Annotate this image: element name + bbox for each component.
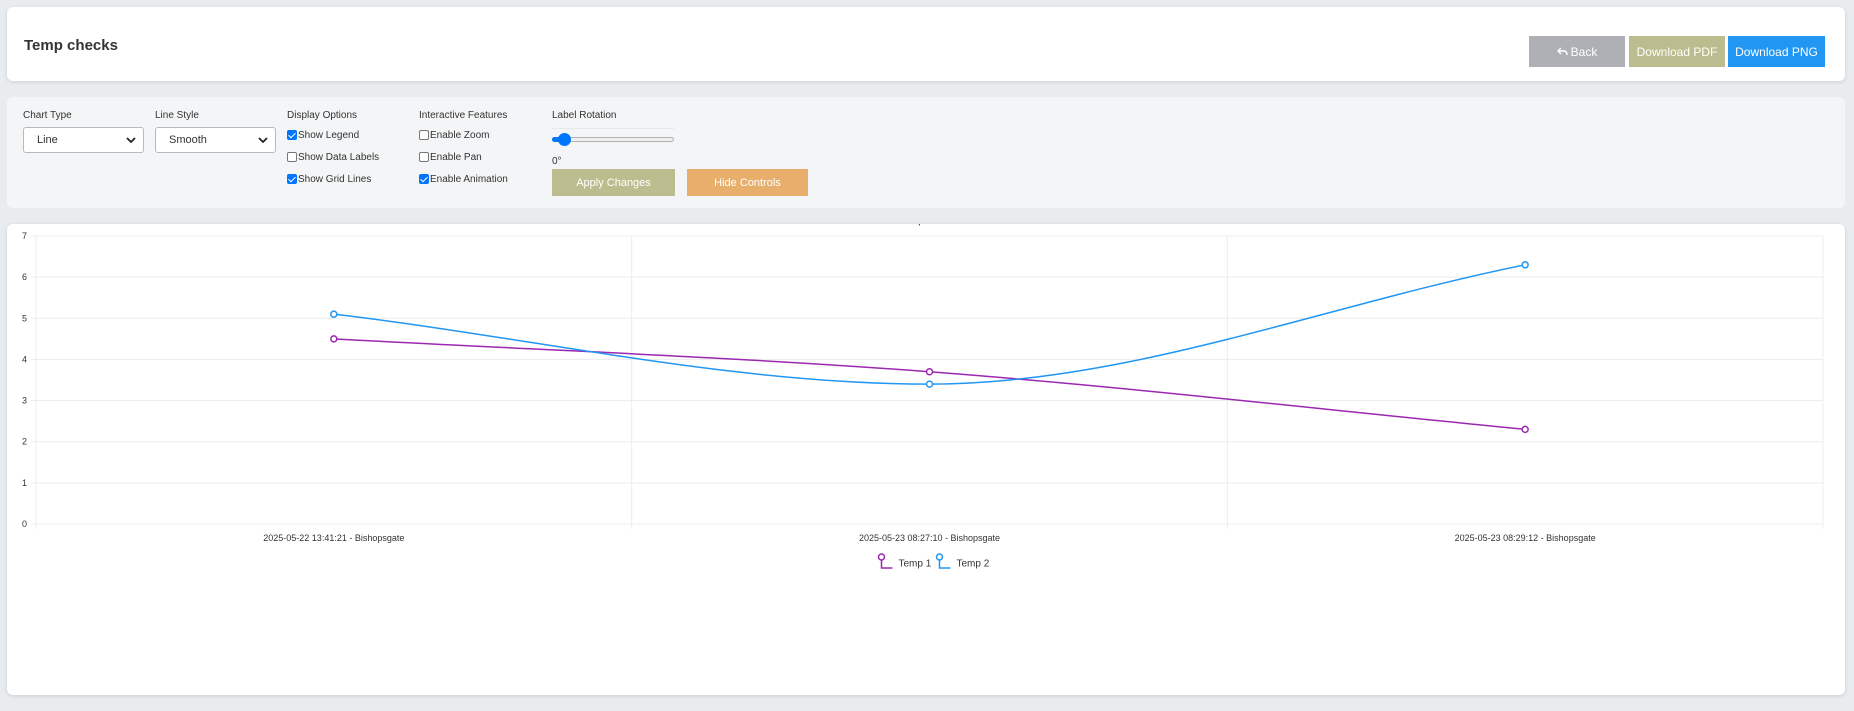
back-icon bbox=[1556, 45, 1568, 59]
show-data-labels-label: Show Data Labels bbox=[298, 151, 380, 163]
data-point bbox=[330, 335, 338, 343]
enable-animation-label: Enable Animation bbox=[430, 173, 508, 185]
chart-card: Temp checks 0 1 2 3 4 5 6 7 2025-05-22 13:41:21 -… bbox=[7, 224, 1845, 695]
show-legend-checkbox[interactable] bbox=[287, 130, 297, 140]
x-tick-label: 2025-05-23 08:27:10 - Bishopsgate bbox=[859, 533, 1000, 543]
hide-controls-button[interactable]: Hide Controls bbox=[687, 169, 808, 196]
chart-type-label: Chart Type bbox=[23, 110, 72, 121]
label-rotation-slider-thumb[interactable] bbox=[557, 133, 571, 146]
show-grid-lines-checkbox[interactable] bbox=[287, 174, 297, 184]
slider-divider bbox=[552, 128, 674, 129]
x-tick-label: 2025-05-22 13:41:21 - Bishopsgate bbox=[263, 533, 404, 543]
show-legend-label: Show Legend bbox=[298, 129, 360, 141]
show-grid-lines-option[interactable]: Show Grid Lines bbox=[287, 173, 371, 185]
download-pdf-button[interactable]: Download PDF bbox=[1629, 36, 1725, 67]
x-tick-label: 2025-05-23 08:29:12 - Bishopsgate bbox=[1455, 533, 1596, 543]
interactive-features-label: Interactive Features bbox=[419, 110, 508, 121]
show-data-labels-checkbox[interactable] bbox=[287, 152, 297, 162]
enable-pan-option[interactable]: Enable Pan bbox=[419, 151, 482, 163]
enable-pan-checkbox[interactable] bbox=[419, 152, 429, 162]
legend-line-icon bbox=[880, 558, 893, 569]
y-tick-label: 2 bbox=[22, 437, 27, 447]
chart-controls-panel: Chart Type Line Line Style Smooth Displa… bbox=[7, 97, 1845, 208]
line-style-label: Line Style bbox=[155, 110, 199, 121]
chart-type-value: Line bbox=[37, 134, 58, 146]
enable-pan-label: Enable Pan bbox=[430, 151, 482, 163]
download-png-button[interactable]: Download PNG bbox=[1728, 36, 1825, 67]
enable-animation-option[interactable]: Enable Animation bbox=[419, 173, 508, 185]
chevron-down-icon bbox=[258, 137, 268, 144]
label-rotation-label: Label Rotation bbox=[552, 110, 617, 121]
legend-marker-icon bbox=[877, 553, 886, 561]
y-tick-label: 0 bbox=[22, 519, 27, 529]
y-tick-label: 7 bbox=[22, 231, 27, 241]
show-grid-lines-label: Show Grid Lines bbox=[298, 173, 372, 185]
enable-animation-checkbox[interactable] bbox=[419, 174, 429, 184]
header-card: Temp checks Back Download PDF Download P… bbox=[7, 7, 1845, 81]
show-data-labels-option[interactable]: Show Data Labels bbox=[287, 151, 379, 163]
y-tick-label: 6 bbox=[22, 272, 27, 282]
y-tick-label: 4 bbox=[22, 354, 27, 364]
chevron-down-icon bbox=[126, 137, 136, 144]
line-chart: Temp checks 0 1 2 3 4 5 6 7 2025-05-22 13:41:21 -… bbox=[22, 224, 1824, 570]
line-style-value: Smooth bbox=[169, 134, 207, 146]
data-point bbox=[925, 380, 934, 388]
back-button-label: Back bbox=[1570, 44, 1598, 59]
legend-label: Temp 2 bbox=[957, 559, 990, 570]
legend-line-icon bbox=[938, 558, 951, 569]
label-rotation-value: 0° bbox=[552, 156, 562, 167]
display-options-label: Display Options bbox=[287, 110, 358, 121]
enable-zoom-checkbox[interactable] bbox=[419, 130, 429, 140]
chart-type-select[interactable]: Line bbox=[23, 127, 144, 153]
legend-item[interactable]: Temp 1 bbox=[877, 553, 932, 570]
data-point bbox=[925, 368, 934, 376]
y-tick-label: 1 bbox=[22, 478, 27, 488]
legend-item[interactable]: Temp 2 bbox=[935, 553, 990, 570]
back-button[interactable]: Back bbox=[1529, 36, 1625, 67]
legend-marker-icon bbox=[935, 553, 944, 561]
y-tick-label: 5 bbox=[22, 313, 27, 323]
legend-label: Temp 1 bbox=[899, 559, 932, 570]
page-title: Temp checks bbox=[24, 37, 118, 54]
data-point bbox=[1521, 425, 1529, 434]
apply-changes-button[interactable]: Apply Changes bbox=[552, 169, 675, 196]
show-legend-option[interactable]: Show Legend bbox=[287, 129, 359, 141]
data-point bbox=[330, 310, 338, 318]
data-point bbox=[1521, 261, 1529, 269]
line-style-select[interactable]: Smooth bbox=[155, 127, 276, 153]
series-line-temp-2 bbox=[333, 264, 1526, 385]
chart-title: Temp checks bbox=[897, 224, 962, 226]
enable-zoom-label: Enable Zoom bbox=[430, 129, 490, 141]
enable-zoom-option[interactable]: Enable Zoom bbox=[419, 129, 489, 141]
y-tick-label: 3 bbox=[22, 396, 27, 406]
